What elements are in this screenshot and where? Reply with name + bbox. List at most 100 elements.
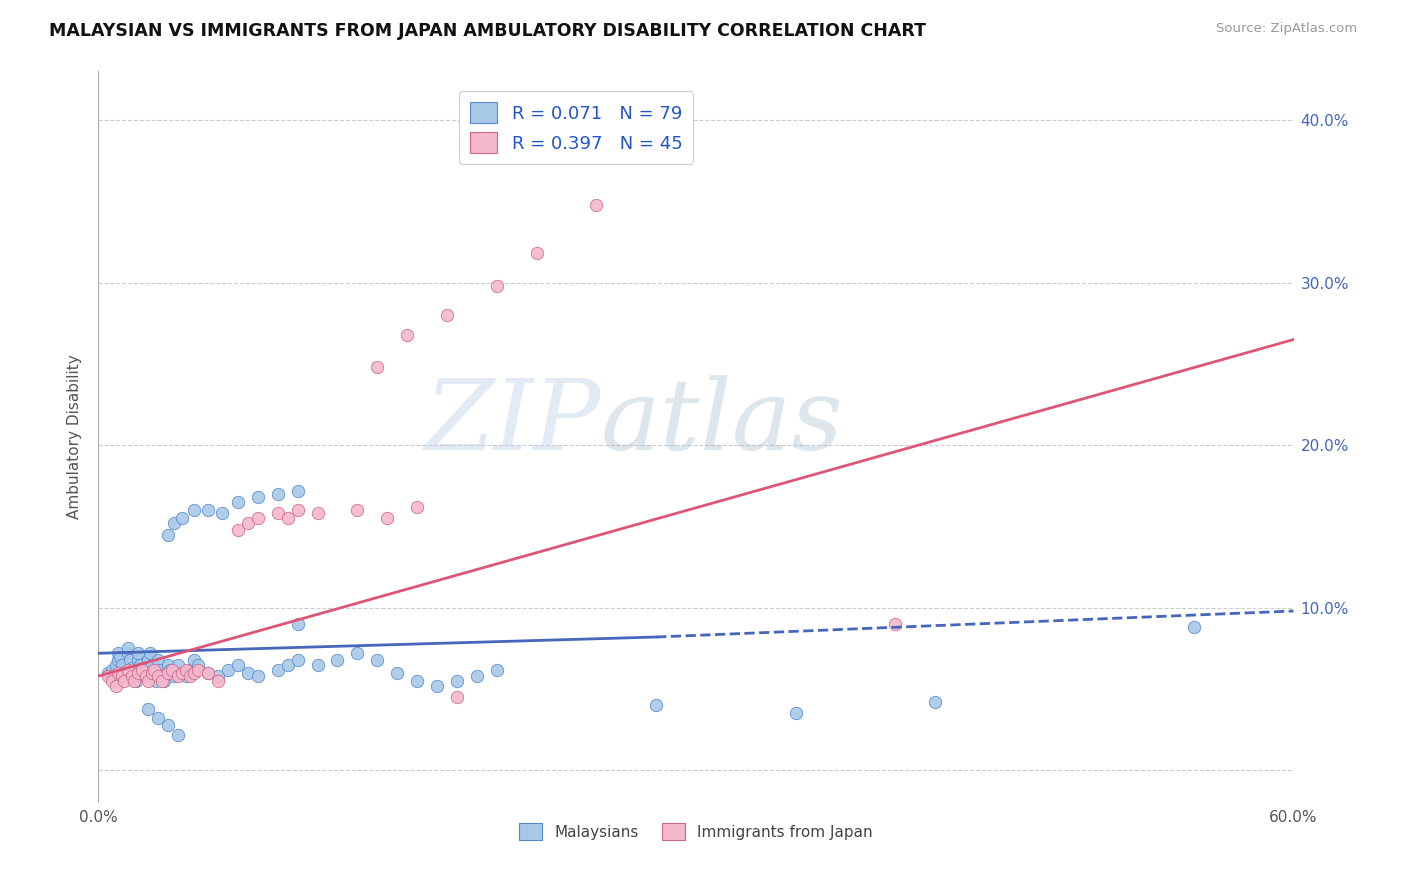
Point (163, 516, 186, 531)
Point (436, 308, 458, 322)
Point (197, 665, 219, 680)
Point (226, 657, 249, 672)
Text: MALAYSIAN VS IMMIGRANTS FROM JAPAN AMBULATORY DISABILITY CORRELATION CHART: MALAYSIAN VS IMMIGRANTS FROM JAPAN AMBUL… (49, 22, 927, 40)
Point (105, 679, 128, 693)
Point (287, 503, 309, 517)
Point (197, 665, 219, 680)
Point (187, 657, 209, 672)
Point (207, 669, 229, 683)
Point (446, 673, 468, 688)
Point (326, 653, 349, 667)
Point (107, 653, 129, 667)
Point (115, 669, 138, 683)
Point (183, 653, 205, 667)
Point (155, 665, 177, 680)
Point (117, 646, 139, 660)
Point (143, 663, 166, 677)
Point (143, 665, 166, 680)
Point (426, 679, 449, 693)
Point (172, 665, 194, 680)
Point (179, 663, 201, 677)
Legend: Malaysians, Immigrants from Japan: Malaysians, Immigrants from Japan (513, 816, 879, 847)
Point (366, 360, 388, 375)
Point (103, 669, 125, 683)
Point (267, 663, 290, 677)
Point (187, 663, 209, 677)
Point (167, 727, 190, 741)
Point (585, 197, 607, 211)
Point (117, 663, 139, 677)
Point (121, 669, 143, 683)
Point (287, 483, 309, 498)
Point (141, 657, 163, 672)
Point (141, 665, 163, 680)
Point (167, 657, 190, 672)
Point (117, 641, 139, 656)
Point (111, 657, 134, 672)
Point (148, 653, 170, 667)
Point (174, 669, 197, 683)
Point (105, 657, 128, 672)
Point (125, 673, 148, 688)
Point (153, 673, 176, 688)
Point (107, 665, 129, 680)
Point (97, 669, 120, 683)
Point (346, 503, 368, 517)
Point (226, 523, 249, 537)
Point (465, 669, 488, 683)
Point (211, 507, 233, 521)
Point (127, 665, 149, 680)
Point (172, 665, 194, 680)
Point (485, 663, 508, 677)
Point (366, 653, 388, 667)
Point (246, 511, 269, 525)
Point (277, 657, 299, 672)
Point (217, 663, 239, 677)
Point (157, 718, 180, 732)
Point (111, 669, 134, 683)
Point (267, 507, 290, 521)
Point (107, 646, 129, 660)
Point (157, 657, 180, 672)
Point (236, 516, 259, 531)
Point (110, 649, 132, 664)
Point (183, 503, 205, 517)
Point (307, 657, 329, 672)
Point (159, 663, 181, 677)
Point (129, 657, 152, 672)
Point (246, 669, 269, 683)
Point (179, 669, 201, 683)
Point (183, 665, 205, 680)
Point (136, 701, 159, 715)
Point (277, 511, 299, 525)
Point (135, 669, 157, 683)
Point (124, 669, 146, 683)
Point (136, 673, 159, 688)
Point (97, 665, 120, 680)
Text: atlas: atlas (600, 375, 844, 470)
Point (124, 673, 146, 688)
Point (149, 663, 172, 677)
Point (207, 673, 229, 688)
Point (406, 673, 429, 688)
Point (446, 690, 468, 705)
Point (526, 246, 548, 260)
Point (148, 711, 170, 725)
Point (136, 653, 159, 667)
Point (112, 673, 135, 688)
Point (121, 661, 143, 675)
Point (101, 663, 124, 677)
Point (406, 500, 429, 514)
Point (127, 646, 149, 660)
Point (267, 487, 290, 501)
Point (884, 617, 907, 632)
Point (131, 665, 153, 680)
Point (172, 511, 194, 525)
Point (148, 669, 170, 683)
Point (150, 673, 173, 688)
Point (174, 663, 197, 677)
Point (135, 663, 157, 677)
Point (645, 698, 668, 713)
Point (287, 617, 309, 632)
Point (485, 279, 508, 293)
